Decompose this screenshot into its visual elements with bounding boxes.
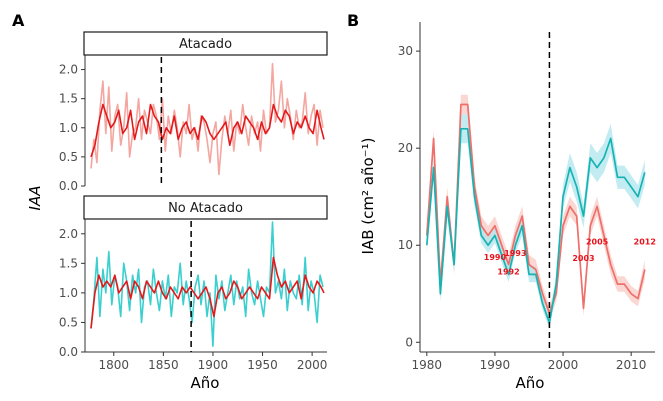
y-tick-label: 0.0: [59, 345, 78, 359]
year-annotation: 1992: [497, 267, 519, 276]
smoothed-series-line: [90, 103, 325, 158]
y-tick-label: 1.5: [59, 256, 78, 270]
y-tick-label: 0: [405, 335, 413, 349]
y-tick-label: 2.0: [59, 63, 78, 77]
confidence-band-no-atacado: [426, 114, 645, 329]
strip-no-atacado-label: No Atacado: [168, 201, 243, 216]
year-annotation: 1990: [484, 253, 507, 262]
panel-b-xlabel: Año: [516, 374, 545, 392]
x-tick-label: 1900: [198, 358, 229, 372]
y-tick-label: 1.0: [59, 286, 78, 300]
plot-area-iab: 0 10 20 30 1980 1990 2000 2010 1990 1992 1993 2003 2…: [398, 22, 656, 372]
raw-series-line: [90, 221, 324, 347]
y-tick-label: 10: [398, 238, 413, 252]
raw-series-line: [90, 62, 324, 176]
y-tick-label: 2.0: [59, 227, 78, 241]
panel-a-ylabel: IAA: [26, 186, 44, 211]
y-tick-label: 1.5: [59, 92, 78, 106]
y-tick-label: 0.5: [59, 150, 78, 164]
y-tick-label: 1.0: [59, 121, 78, 135]
year-annotation: 2003: [572, 254, 594, 263]
panel-letter-a: A: [12, 11, 25, 30]
panel-a-xlabel: Año: [191, 374, 220, 392]
plot-area-atacado: 0.0 0.5 1.0 1.5 2.0: [59, 55, 325, 193]
y-tick-label: 0.5: [59, 315, 78, 329]
smoothed-series-line: [90, 256, 325, 329]
series-line-atacado: [425, 103, 646, 315]
panel-b-ylabel: IAB (cm² año⁻¹): [359, 138, 377, 255]
panel-a-top: Atacado 0.0 0.5 1.0 1.5 2.0: [59, 31, 328, 193]
x-tick-label: 1990: [480, 358, 511, 372]
x-tick-label: 2010: [616, 358, 647, 372]
x-tick-label: 2000: [297, 358, 328, 372]
y-tick-label: 0.0: [59, 179, 78, 193]
strip-no-atacado: [83, 195, 328, 220]
year-annotation: 2005: [586, 237, 609, 246]
x-tick-label: 2000: [548, 358, 579, 372]
x-tick-label: 1850: [148, 358, 179, 372]
strip-atacado-label: Atacado: [179, 37, 232, 52]
panel-a-bottom: No Atacado 0.0 0.5 1.0 1.5 2.0 1800 1850 1900 19…: [59, 195, 328, 372]
y-tick-label: 30: [398, 44, 413, 58]
strip-atacado: [83, 31, 328, 56]
year-annotation: 1993: [504, 249, 526, 258]
y-tick-label: 20: [398, 141, 413, 155]
x-tick-label: 1950: [247, 358, 278, 372]
panel-letter-b: B: [347, 11, 359, 30]
x-tick-label: 1800: [98, 358, 129, 372]
x-tick-label: 1980: [412, 358, 443, 372]
plot-area-no-atacado: 0.0 0.5 1.0 1.5 2.0 1800 1850 1900 1950 2000: [59, 219, 327, 372]
year-annotation: 2012: [634, 237, 656, 246]
series-line-no-atacado: [425, 127, 646, 324]
